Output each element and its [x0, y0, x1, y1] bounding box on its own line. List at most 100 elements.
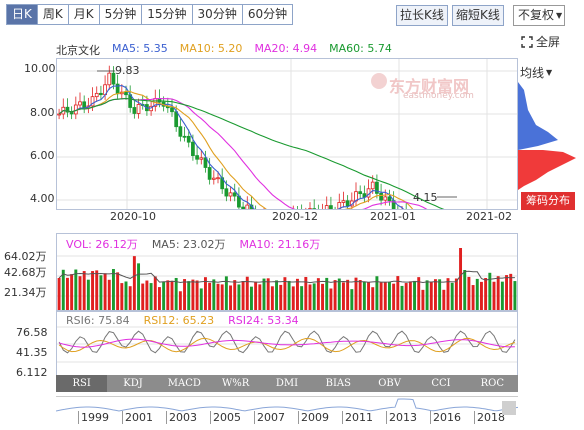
volume-bar	[150, 283, 153, 310]
timeline-year: 1999	[78, 411, 109, 424]
indicator-tab-wr[interactable]: W%R	[210, 375, 261, 392]
candle	[246, 205, 249, 209]
candle	[346, 201, 349, 206]
volume-bar	[158, 287, 161, 310]
tab-60min[interactable]: 60分钟	[242, 4, 293, 25]
volume-bar	[313, 283, 316, 310]
candle	[191, 142, 194, 155]
volume-bar	[317, 278, 320, 310]
candle	[83, 102, 86, 108]
volume-bar	[367, 283, 370, 310]
candle	[212, 178, 215, 179]
volume-bar	[334, 280, 337, 310]
date-tick: 2021-02	[466, 210, 512, 223]
volume-bar	[413, 281, 416, 310]
volume-bar	[426, 280, 429, 310]
tab-month-k[interactable]: 月K	[68, 4, 99, 25]
volume-tick: 21.34万	[4, 284, 47, 300]
volume-bar	[484, 278, 487, 310]
stretch-kline-button[interactable]: 拉长K线	[396, 5, 448, 26]
rsi-chart[interactable]	[56, 311, 518, 376]
timeline-handle[interactable]	[502, 401, 516, 415]
volume-bar	[472, 285, 475, 310]
volume-bar	[191, 280, 194, 310]
volume-bar	[62, 270, 65, 310]
volume-bar	[459, 248, 462, 310]
fullscreen-button[interactable]: 全屏	[521, 33, 560, 50]
ma-selector-label: 均线	[520, 64, 544, 81]
volume-bar	[493, 282, 496, 310]
volume-bar	[233, 280, 236, 310]
volume-bar	[175, 278, 178, 310]
stock-name: 北京文化	[56, 42, 100, 58]
expand-icon	[521, 36, 533, 48]
shrink-kline-button[interactable]: 缩短K线	[452, 5, 504, 26]
volume-bar	[442, 290, 445, 310]
price-tick: 8.00	[30, 106, 55, 119]
volume-bar	[125, 281, 128, 310]
kline-chart[interactable]: 东方财富网 eastmoney.com 9.83 4.15	[56, 58, 518, 210]
volume-bar	[154, 276, 157, 310]
candle	[137, 104, 140, 113]
ma5-label: MA5: 5.35	[112, 42, 168, 58]
tab-5min[interactable]: 5分钟	[99, 4, 142, 25]
indicator-tab-roc[interactable]: ROC	[467, 375, 518, 392]
volume-bar	[309, 284, 312, 310]
volume-chart[interactable]	[56, 233, 518, 311]
tab-30min[interactable]: 30分钟	[192, 4, 242, 25]
chip-distribution-button[interactable]: 筹码分布	[521, 192, 575, 210]
volume-bar	[275, 280, 278, 310]
volume-bar	[187, 281, 190, 310]
candle	[58, 114, 61, 115]
rsi-tick: 76.58	[16, 326, 48, 339]
rsi-tick: 41.35	[16, 346, 48, 359]
volume-tick: 42.68万	[4, 264, 47, 280]
tab-week-k[interactable]: 周K	[37, 4, 68, 25]
volume-bar	[66, 278, 69, 310]
volume-bar	[421, 290, 424, 310]
volume-bar	[409, 281, 412, 310]
volume-bar	[488, 273, 491, 310]
candle	[171, 108, 174, 112]
volume-bar	[162, 282, 165, 310]
indicator-tab-dmi[interactable]: DMI	[261, 375, 312, 392]
indicator-tab-cci[interactable]: CCI	[415, 375, 466, 392]
candle	[380, 193, 383, 200]
candle	[217, 178, 220, 179]
timeline-year: 2013	[386, 411, 417, 424]
volume-bar	[300, 286, 303, 310]
volume-bar	[116, 272, 119, 310]
volume-bar	[438, 279, 441, 310]
ma60-label: MA60: 5.74	[329, 42, 392, 58]
volume-bar	[179, 291, 182, 310]
indicator-tab-kdj[interactable]: KDJ	[107, 375, 158, 392]
volume-bar	[79, 276, 82, 310]
volume-bar	[288, 281, 291, 310]
volume-bar	[263, 279, 266, 310]
tab-day-k[interactable]: 日K	[6, 4, 37, 25]
candle	[371, 182, 374, 189]
volume-bar	[221, 284, 224, 310]
ma-legend: 北京文化 MA5: 5.35 MA10: 5.20 MA20: 4.94 MA6…	[56, 42, 392, 58]
price-tick: 10.00	[24, 62, 56, 75]
candle	[175, 112, 178, 127]
ma-selector[interactable]: 均线 ▼	[520, 64, 552, 81]
volume-bar	[292, 286, 295, 310]
indicator-tab-bias[interactable]: BIAS	[313, 375, 364, 392]
volume-bar	[141, 284, 144, 310]
adjust-select[interactable]: 不复权 ▼	[513, 5, 565, 26]
candle	[208, 167, 211, 179]
ma10-label: MA10: 5.20	[180, 42, 243, 58]
tab-15min[interactable]: 15分钟	[141, 4, 191, 25]
watermark-domain: eastmoney.com	[403, 91, 474, 101]
candle	[133, 107, 136, 113]
indicator-tab-macd[interactable]: MACD	[159, 375, 210, 392]
indicator-tab-rsi[interactable]: RSI	[56, 375, 107, 392]
ma20-label: MA20: 4.94	[254, 42, 317, 58]
candle	[70, 112, 73, 114]
volume-bar	[296, 279, 299, 310]
indicator-tab-obv[interactable]: OBV	[364, 375, 415, 392]
volume-bar	[392, 284, 395, 310]
price-tick: 6.00	[30, 149, 55, 162]
